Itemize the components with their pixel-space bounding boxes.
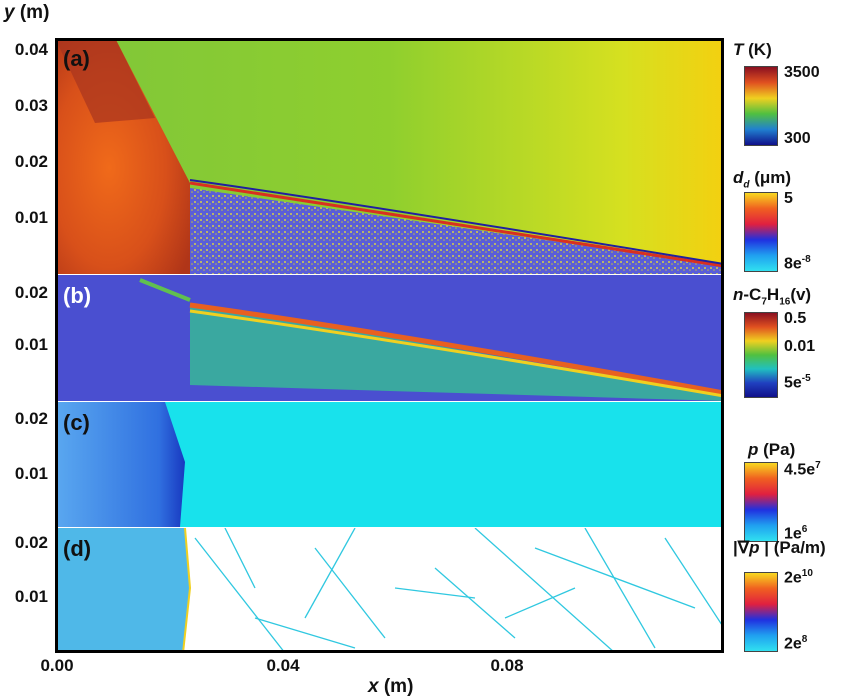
colorbar-T-title: T (K) <box>733 40 772 59</box>
colorbar-tick: 2e8 <box>784 634 808 653</box>
y-tick: 0.02 <box>14 533 48 552</box>
y-tick: 0.02 <box>14 409 48 428</box>
panel-label: (d) <box>63 536 92 561</box>
y-tick: 0.01 <box>14 587 48 606</box>
y-axis-title: y (m) <box>4 2 50 23</box>
panel-label: (c) <box>63 410 90 435</box>
colorbar-dd <box>744 192 778 272</box>
colorbar-p <box>744 462 778 542</box>
x-tick: 0.04 <box>266 656 300 675</box>
colorbar-fuel <box>744 312 778 398</box>
y-tick: 0.01 <box>14 335 48 354</box>
x-tick: 0.08 <box>490 656 524 675</box>
y-tick: 0.02 <box>14 152 48 171</box>
y-tick: 0.01 <box>14 208 48 227</box>
colorbar-T <box>744 66 778 146</box>
y-tick: 0.01 <box>14 464 48 483</box>
colorbar-gradp-title: |∇p | (Pa/m) <box>733 538 826 557</box>
colorbar-tick: 8e-8 <box>784 254 811 273</box>
panel-b-fuel-vapor: (b) <box>55 275 724 401</box>
colorbar-tick: 1e6 <box>784 524 808 543</box>
colorbar-tick: 2e10 <box>784 568 813 587</box>
colorbar-p-title: p (Pa) <box>748 440 796 459</box>
panel-c-pressure: (c) <box>55 402 724 527</box>
panel-label: (b) <box>63 283 92 308</box>
colorbar-gradp <box>744 572 778 652</box>
panel-d-pressure-gradient: (d) <box>55 528 724 653</box>
y-tick: 0.04 <box>14 40 48 59</box>
colorbar-tick: 300 <box>784 130 811 147</box>
y-tick: 0.02 <box>14 283 48 302</box>
x-axis-title: x (m) <box>368 676 414 697</box>
colorbar-fuel-title: n-C7H16(v) <box>733 285 812 308</box>
colorbar-dd-title: dd (μm) <box>733 168 792 191</box>
colorbar-tick: 5e-5 <box>784 373 811 392</box>
panel-label: (a) <box>63 46 90 71</box>
y-tick: 0.03 <box>14 96 48 115</box>
colorbar-tick: 4.5e7 <box>784 460 821 479</box>
colorbar-tick: 3500 <box>784 64 820 81</box>
colorbar-tick: 0.01 <box>784 338 816 355</box>
colorbar-tick: 0.5 <box>784 310 807 327</box>
colorbar-tick: 5 <box>784 190 793 207</box>
panel-a-temperature: (a) <box>55 38 724 274</box>
x-tick: 0.00 <box>40 656 74 675</box>
